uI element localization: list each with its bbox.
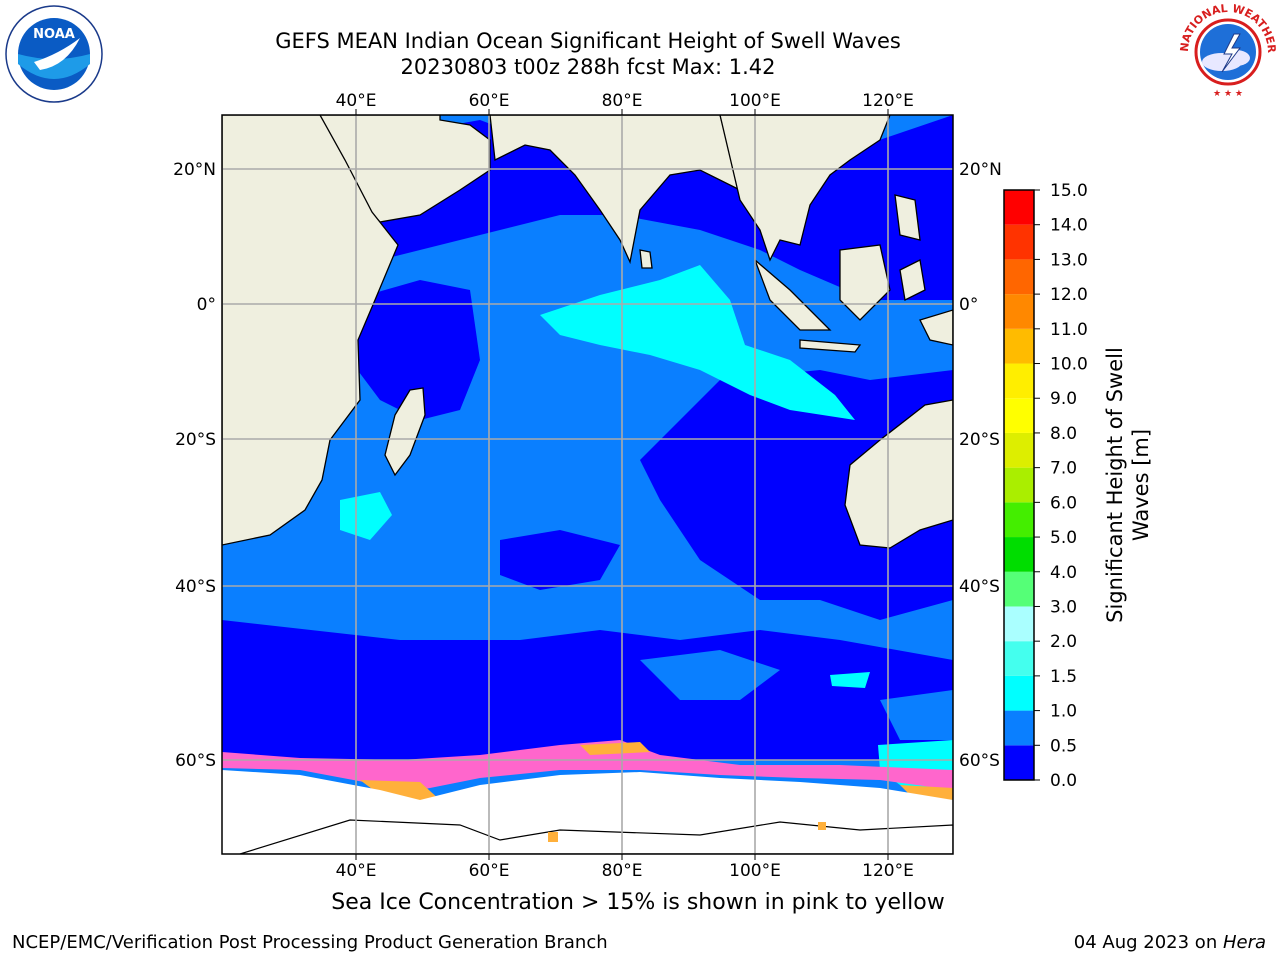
footer-credit: NCEP/EMC/Verification Post Processing Pr… (12, 932, 608, 953)
colorbar-segment (1004, 710, 1034, 746)
noaa-logo: NOAA (5, 5, 103, 103)
colorbar-tick-label: 8.0 (1050, 424, 1077, 444)
colorbar-segment (1004, 641, 1034, 676)
colorbar-tick-label: 1.0 (1050, 702, 1077, 722)
colorbar-tick-label: 7.0 (1050, 459, 1077, 479)
colorbar-frame (1003, 189, 1035, 781)
colorbar-tick-label: 12.0 (1050, 285, 1088, 305)
colorbar (1003, 189, 1040, 781)
colorbar-label-line2: Waves [m] (1129, 429, 1153, 541)
lat-label-right: 20°N (959, 160, 1002, 180)
footer-date-text: 04 Aug 2023 on (1073, 932, 1223, 953)
colorbar-segment (1004, 224, 1034, 260)
sea-ice-caption: Sea Ice Concentration > 15% is shown in … (331, 890, 945, 915)
colorbar-tick-label: 11.0 (1050, 320, 1088, 340)
colorbar-tick-label: 4.0 (1050, 563, 1077, 583)
colorbar-tick-label: 6.0 (1050, 493, 1077, 513)
sea-ice-edge (222, 740, 953, 854)
colorbar-tick-label: 2.0 (1050, 632, 1077, 652)
noaa-logo-text: NOAA (33, 27, 75, 42)
lon-label-bottom: 60°E (469, 861, 510, 881)
lon-label-top: 100°E (729, 91, 781, 111)
colorbar-tick-label: 0.5 (1050, 736, 1077, 756)
land-india (489, 115, 741, 265)
colorbar-tick-label: 5.0 (1050, 528, 1077, 548)
lon-label-top: 120°E (862, 91, 914, 111)
colorbar-tick-label: 14.0 (1050, 216, 1088, 236)
nws-logo: NATIONAL WEATHER SERVICE ★ ★ ★ (1178, 4, 1278, 99)
chart-subtitle: 20230803 t00z 288h fcst Max: 1.42 (400, 55, 776, 79)
lon-label-bottom: 120°E (862, 861, 914, 881)
lon-label-top: 40°E (336, 91, 377, 111)
colorbar-segment (1004, 328, 1034, 364)
colorbar-tick-label: 3.0 (1050, 597, 1077, 617)
colorbar-tick-label: 0.0 (1050, 771, 1077, 791)
colorbar-segment (1004, 190, 1034, 225)
colorbar-segment (1004, 675, 1034, 711)
colorbar-segment (1004, 363, 1034, 399)
colorbar-tick-label: 1.5 (1050, 667, 1077, 687)
colorbar-segment (1004, 606, 1034, 642)
lon-label-bottom: 80°E (602, 861, 643, 881)
lat-label-right: 20°S (959, 430, 1000, 450)
colorbar-tick-label: 15.0 (1050, 181, 1088, 201)
map-frame (221, 114, 954, 855)
land-madagascar (384, 387, 426, 477)
lat-label-left: 20°N (173, 160, 216, 180)
land-indochina (719, 115, 891, 262)
chart-title: GEFS MEAN Indian Ocean Significant Heigh… (275, 29, 901, 53)
colorbar-label-line1: Significant Height of Swell (1103, 347, 1127, 623)
lat-label-right: 0° (959, 295, 978, 315)
land-sumatra (754, 259, 832, 331)
colorbar-tick-label: 9.0 (1050, 389, 1077, 409)
colorbar-segment (1004, 467, 1034, 503)
lat-label-left: 40°S (175, 577, 216, 597)
lat-label-left: 20°S (175, 430, 216, 450)
svg-text:★ ★ ★: ★ ★ ★ (1213, 89, 1243, 99)
lon-label-bottom: 40°E (336, 861, 377, 881)
map-grid (222, 115, 953, 854)
colorbar-segment (1004, 259, 1034, 295)
lat-label-right: 60°S (959, 751, 1000, 771)
colorbar-segment (1004, 745, 1034, 780)
footer-date: 04 Aug 2023 on Hera (1074, 932, 1266, 953)
colorbar-segment (1004, 398, 1034, 433)
colorbar-segment (1004, 432, 1034, 468)
ocean-swell-0-5-to-1-0-patches (640, 650, 953, 740)
lon-label-top: 60°E (469, 91, 510, 111)
footer-host: Hera (1222, 932, 1266, 953)
colorbar-segment (1004, 294, 1034, 329)
colorbar-segment (1004, 502, 1034, 538)
lon-label-top: 80°E (602, 91, 643, 111)
colorbar-tick-label: 13.0 (1050, 250, 1088, 270)
colorbar-segment (1004, 537, 1034, 572)
lat-label-left: 0° (197, 295, 216, 315)
lat-label-left: 60°S (175, 751, 216, 771)
lon-label-bottom: 100°E (729, 861, 781, 881)
land-australia (844, 399, 953, 549)
lat-label-right: 40°S (959, 577, 1000, 597)
colorbar-tick-label: 10.0 (1050, 355, 1088, 375)
colorbar-segment (1004, 571, 1034, 607)
land-borneo (839, 244, 891, 321)
